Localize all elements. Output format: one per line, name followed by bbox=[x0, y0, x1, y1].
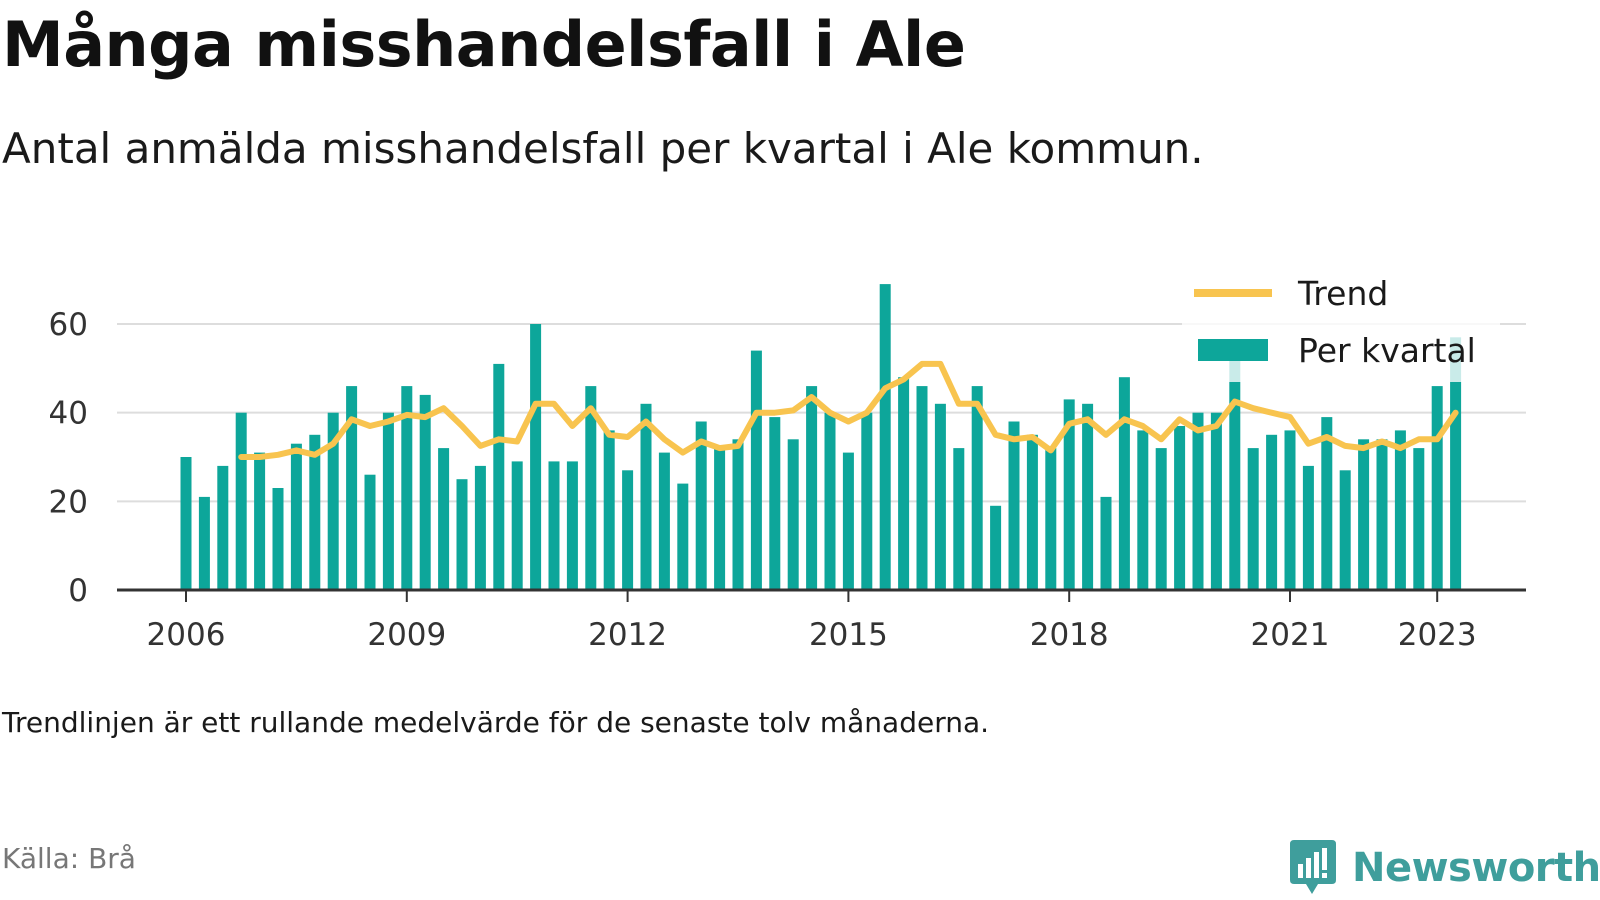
bar-2019-Q2 bbox=[1155, 448, 1167, 590]
bar-chart: 0 20 40 60 2006 2009 2012 2015 2018 2021 2023 Tren… bbox=[48, 262, 1526, 653]
bar-2006-Q1 bbox=[180, 457, 192, 590]
bar-2012-Q3 bbox=[658, 452, 670, 590]
bar-2009-Q4 bbox=[456, 479, 468, 590]
bar-2012-Q2 bbox=[640, 403, 652, 590]
bar-2022-Q2 bbox=[1376, 439, 1388, 590]
bar-2014-Q4 bbox=[824, 412, 836, 590]
bar-2017-Q1 bbox=[990, 505, 1002, 590]
legend-label: Trend bbox=[1297, 274, 1388, 313]
bar-2008-Q4 bbox=[382, 412, 394, 590]
bar-2014-Q3 bbox=[806, 386, 818, 590]
y-tick-label: 0 bbox=[68, 573, 88, 609]
bar-2011-Q3 bbox=[585, 386, 597, 590]
x-tick-label: 2015 bbox=[809, 617, 888, 653]
bar-2015-Q3 bbox=[879, 284, 891, 590]
bar-2022-Q1 bbox=[1358, 439, 1370, 590]
bar-2013-Q2 bbox=[714, 448, 726, 590]
bar-2018-Q1 bbox=[1063, 399, 1075, 590]
bar-2021-Q1 bbox=[1284, 430, 1296, 590]
axes: 0 20 40 60 2006 2009 2012 2015 2018 2021 2023 bbox=[49, 307, 1526, 653]
bar-2009-Q2 bbox=[419, 394, 431, 590]
bar-2015-Q2 bbox=[861, 412, 873, 590]
bar-2006-Q4 bbox=[235, 412, 247, 590]
bar-2020-Q4 bbox=[1266, 434, 1278, 590]
bar-2015-Q1 bbox=[842, 452, 854, 590]
bar-2020-Q2 bbox=[1229, 355, 1241, 590]
legend: Trend Per kvartal bbox=[1182, 262, 1500, 382]
bar-2016-Q3 bbox=[953, 448, 965, 590]
y-tick-label: 20 bbox=[49, 484, 88, 520]
bar-2009-Q1 bbox=[401, 386, 413, 590]
bar-2008-Q1 bbox=[327, 412, 339, 590]
bar-2018-Q2 bbox=[1082, 403, 1094, 590]
trend-line bbox=[238, 360, 1459, 460]
bar-2015-Q4 bbox=[898, 377, 910, 590]
bar-2012-Q1 bbox=[622, 470, 634, 590]
y-tick-label: 40 bbox=[49, 396, 88, 432]
bar-2021-Q4 bbox=[1339, 470, 1351, 590]
bar-2022-Q4 bbox=[1413, 448, 1425, 590]
brand-logo: Newsworthy bbox=[1288, 838, 1600, 898]
x-tick-label: 2012 bbox=[588, 617, 667, 653]
bar-2016-Q2 bbox=[934, 403, 946, 590]
newsworthy-logo-icon bbox=[1290, 840, 1336, 894]
bar-2017-Q3 bbox=[1026, 434, 1038, 590]
bar-2013-Q3 bbox=[732, 439, 744, 590]
bar-2009-Q3 bbox=[438, 448, 450, 590]
x-tick-label: 2009 bbox=[367, 617, 446, 653]
bar-2014-Q2 bbox=[787, 439, 799, 590]
bar-2017-Q2 bbox=[1008, 421, 1020, 590]
bar-2018-Q3 bbox=[1100, 496, 1112, 590]
legend-swatch bbox=[1198, 339, 1268, 361]
chart-title: Många misshandelsfall i Ale bbox=[2, 8, 966, 81]
bar-2007-Q3 bbox=[290, 443, 302, 590]
bar-2011-Q4 bbox=[603, 430, 615, 590]
bar-2021-Q2 bbox=[1302, 465, 1314, 590]
bar-2012-Q4 bbox=[677, 483, 689, 590]
bar-2022-Q3 bbox=[1394, 430, 1406, 590]
bar-2014-Q1 bbox=[769, 417, 781, 590]
chart-source: Källa: Brå bbox=[2, 842, 136, 875]
bar-2011-Q2 bbox=[566, 461, 578, 590]
bar-2010-Q3 bbox=[511, 461, 523, 590]
bar-2008-Q3 bbox=[364, 474, 376, 590]
bar-2007-Q2 bbox=[272, 488, 284, 590]
bar-2013-Q4 bbox=[750, 350, 762, 590]
trend-polyline bbox=[238, 360, 1459, 460]
x-tick-label: 2006 bbox=[147, 617, 226, 653]
bar-2017-Q4 bbox=[1045, 448, 1057, 590]
bar-2011-Q1 bbox=[548, 461, 560, 590]
legend-background bbox=[1182, 262, 1500, 382]
legend-label: Per kvartal bbox=[1298, 331, 1476, 370]
y-tick-label: 60 bbox=[49, 307, 88, 343]
bar-2007-Q4 bbox=[309, 434, 321, 590]
chart-subtitle: Antal anmälda misshandelsfall per kvarta… bbox=[2, 124, 1204, 173]
bar-2010-Q2 bbox=[493, 363, 505, 590]
bar-2008-Q2 bbox=[346, 386, 358, 590]
x-tick-label: 2021 bbox=[1251, 617, 1330, 653]
bar-2006-Q3 bbox=[217, 465, 229, 590]
bar-2020-Q3 bbox=[1247, 448, 1259, 590]
x-tick-label: 2018 bbox=[1030, 617, 1109, 653]
bar-2021-Q3 bbox=[1321, 417, 1333, 590]
bar-2010-Q4 bbox=[530, 324, 542, 590]
bar-2023-Q1 bbox=[1431, 386, 1443, 590]
bar-2013-Q1 bbox=[695, 421, 707, 590]
bar-2019-Q1 bbox=[1137, 430, 1149, 590]
chart-note: Trendlinjen är ett rullande medelvärde f… bbox=[2, 706, 990, 739]
bars bbox=[180, 284, 1462, 590]
bar-2020-Q1 bbox=[1210, 412, 1222, 590]
bar-2016-Q4 bbox=[971, 386, 983, 590]
bar-2016-Q1 bbox=[916, 386, 928, 590]
bar-2007-Q1 bbox=[254, 452, 266, 590]
x-tick-label: 2023 bbox=[1398, 617, 1477, 653]
brand-name: Newsworthy bbox=[1352, 845, 1600, 891]
bar-2019-Q4 bbox=[1192, 412, 1204, 590]
bar-2006-Q2 bbox=[198, 496, 210, 590]
bar-2010-Q1 bbox=[474, 465, 486, 590]
bar-2019-Q3 bbox=[1174, 426, 1186, 590]
bar-2023-Q2 bbox=[1450, 337, 1462, 590]
bar-2018-Q4 bbox=[1118, 377, 1130, 590]
